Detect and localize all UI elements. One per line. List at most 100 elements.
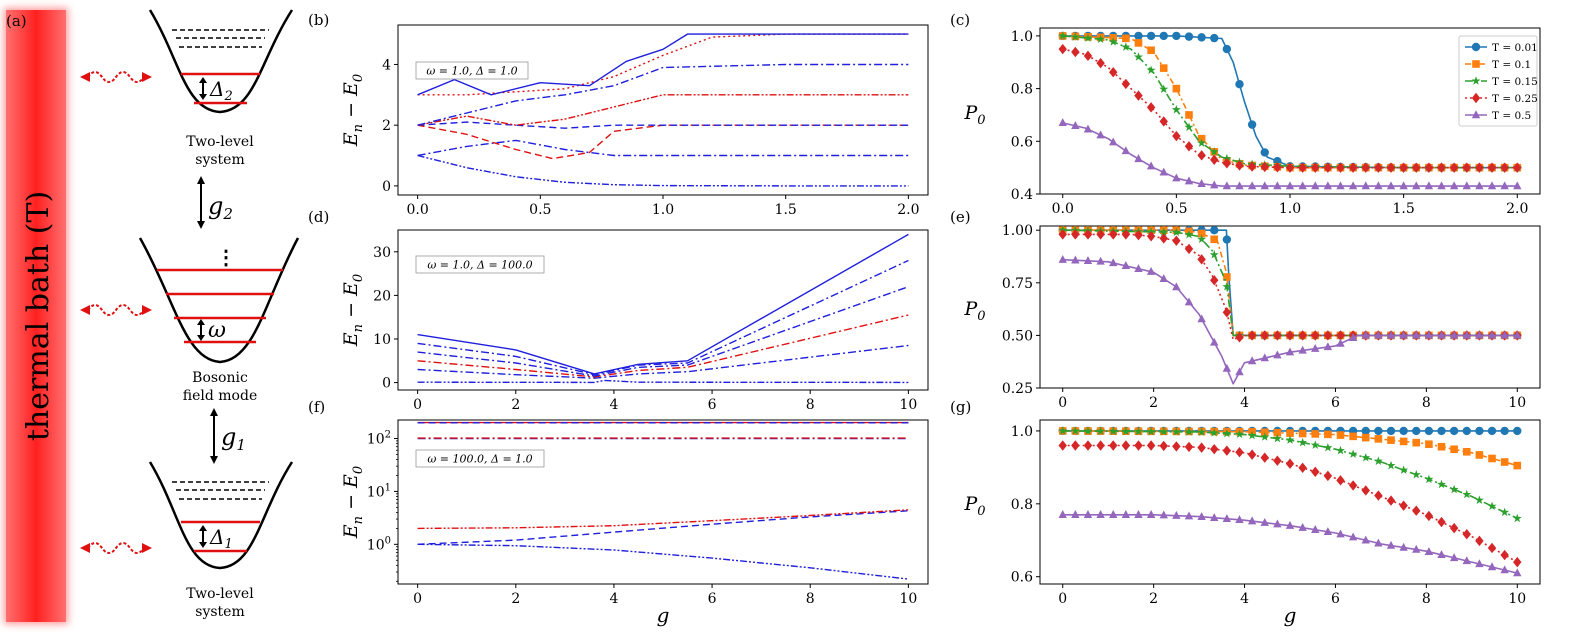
data-point	[1247, 430, 1257, 440]
data-point	[1298, 437, 1308, 447]
panel-label: (b)	[308, 11, 329, 29]
y-axis-label: P0	[963, 298, 985, 324]
data-point	[1512, 513, 1522, 523]
bottom-two-level-well: Δ1 Two-level system	[148, 461, 294, 620]
data-point	[1146, 31, 1156, 41]
data-point	[1058, 43, 1067, 55]
data-point	[1437, 479, 1446, 489]
y-tick-label: 0.6	[1011, 134, 1033, 150]
data-point	[1472, 60, 1480, 68]
panel-label: (e)	[950, 208, 971, 226]
annotation-box	[415, 255, 545, 274]
data-point	[1412, 162, 1421, 173]
data-point	[1185, 111, 1193, 119]
x-tick-label: 10	[899, 397, 917, 413]
x-tick-label: 0	[413, 591, 422, 607]
data-point	[1471, 110, 1481, 119]
data-point	[1108, 37, 1118, 46]
data-point	[1449, 162, 1459, 173]
x-tick-label: 0.5	[529, 202, 551, 218]
legend-box	[1458, 35, 1538, 127]
data-point	[1474, 495, 1484, 504]
data-point	[1222, 181, 1232, 190]
data-point	[1071, 229, 1080, 240]
annotation-box	[415, 61, 529, 80]
data-point	[1323, 181, 1333, 190]
data-point	[1260, 161, 1269, 173]
data-point	[1323, 330, 1333, 341]
data-point	[1500, 330, 1509, 339]
data-point	[1475, 181, 1484, 190]
data-point	[1172, 130, 1181, 142]
bath-coupling-middle	[80, 304, 152, 316]
data-point	[1121, 426, 1131, 436]
data-point	[1159, 233, 1168, 244]
data-point	[1134, 229, 1143, 241]
data-point	[1058, 254, 1067, 263]
data-point	[1449, 553, 1459, 562]
x-tick-label: 2.0	[1506, 201, 1528, 217]
data-point	[1374, 330, 1383, 339]
data-point	[1513, 181, 1522, 190]
plot-area	[417, 33, 909, 187]
x-tick-label: 2	[511, 397, 520, 413]
thermal-bath-bar	[6, 10, 66, 622]
data-point	[1159, 510, 1168, 519]
data-point	[1210, 180, 1219, 189]
y-tick-label: 4	[382, 57, 391, 73]
data-point	[1462, 181, 1471, 190]
x-tick-label: 10	[899, 591, 917, 607]
y-tick-label: 101	[367, 482, 391, 500]
data-point	[1159, 84, 1169, 93]
series-line	[417, 314, 909, 378]
data-point	[1323, 470, 1333, 482]
data-point	[1070, 426, 1080, 435]
x-tick-label: 10	[1508, 395, 1526, 411]
data-point	[1348, 449, 1358, 458]
data-point	[1109, 510, 1118, 518]
more-levels-dots: ⋮	[216, 245, 236, 269]
data-point	[1298, 162, 1307, 173]
data-point	[1260, 181, 1269, 190]
data-point	[1475, 162, 1484, 173]
data-point	[1172, 235, 1181, 246]
series-line	[1062, 35, 1518, 169]
data-point	[1146, 161, 1156, 170]
data-point	[1311, 466, 1320, 478]
y-tick-label: 1.0	[1011, 424, 1033, 440]
panel-a: (a) thermal bath (T) Δ2 Two-level system…	[4, 8, 300, 624]
data-point	[1298, 523, 1307, 531]
panel-e-chart: (e) 0 2 4 6 8 10 0.25 0.50 0.75 1.00 P0	[950, 208, 1541, 411]
data-point	[1386, 426, 1396, 436]
wavy-arrow	[87, 71, 145, 83]
x-axis-label: g	[657, 603, 670, 627]
x-tick-label: 2	[511, 591, 520, 607]
g1-label: g1	[221, 423, 246, 454]
data-point	[1437, 516, 1446, 528]
y-tick-label: 0.8	[1011, 82, 1033, 98]
data-point	[1412, 330, 1421, 339]
data-point	[1285, 520, 1295, 529]
data-point	[1083, 510, 1093, 518]
data-point	[1171, 104, 1181, 114]
data-point	[1273, 181, 1282, 190]
x-axis-label: g	[1284, 603, 1297, 627]
data-point	[1424, 547, 1434, 556]
data-point	[1462, 447, 1471, 456]
data-point	[1487, 501, 1497, 511]
data-point	[1197, 229, 1206, 238]
data-point	[1134, 52, 1143, 61]
data-point	[1260, 353, 1269, 362]
data-point	[1311, 344, 1320, 352]
data-point	[1449, 522, 1459, 534]
x-tick-label: 4	[1240, 395, 1249, 411]
data-point	[1159, 274, 1168, 283]
x-tick-label: 2	[1149, 395, 1158, 411]
data-point	[1487, 330, 1497, 339]
bottom-system-label: Two-level	[186, 586, 254, 602]
data-point	[1487, 181, 1497, 190]
data-point	[1450, 445, 1458, 454]
data-point	[1197, 138, 1207, 147]
data-point	[1134, 39, 1143, 47]
data-point	[1222, 282, 1232, 291]
